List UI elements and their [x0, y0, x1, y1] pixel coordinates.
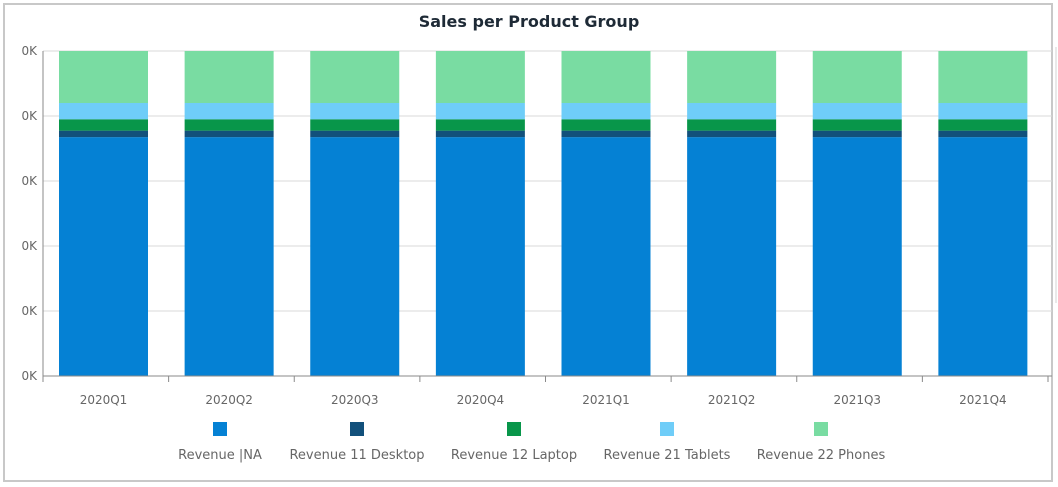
- x-tick-label: 2020Q2: [205, 393, 253, 407]
- legend-swatch[interactable]: [213, 422, 227, 436]
- bar-segment[interactable]: [435, 130, 525, 138]
- bar-segment[interactable]: [561, 119, 651, 131]
- bar-segment[interactable]: [812, 130, 902, 138]
- bar-segment[interactable]: [561, 103, 651, 120]
- legend-label[interactable]: Revenue 22 Phones: [757, 448, 886, 463]
- bar-segment[interactable]: [435, 119, 525, 131]
- y-tick-label: 0K: [21, 44, 38, 58]
- y-tick-label: 0K: [21, 109, 38, 123]
- bar-segment[interactable]: [687, 137, 777, 376]
- bar-segment[interactable]: [184, 119, 274, 131]
- bar-segment[interactable]: [938, 51, 1028, 103]
- x-tick-label: 2021Q1: [582, 393, 630, 407]
- bar-segment[interactable]: [938, 137, 1028, 376]
- bar-segment[interactable]: [435, 103, 525, 120]
- legend-label[interactable]: Revenue 12 Laptop: [451, 448, 577, 463]
- y-tick-label: 0K: [21, 174, 38, 188]
- y-tick-label: 0K: [21, 304, 38, 318]
- x-tick-label: 2020Q1: [80, 393, 128, 407]
- bar-segment[interactable]: [938, 119, 1028, 131]
- bar-segment[interactable]: [310, 130, 400, 138]
- y-tick-label: 0K: [21, 239, 38, 253]
- legend-label[interactable]: Revenue |NA: [178, 448, 262, 463]
- bar-segment[interactable]: [59, 51, 148, 103]
- bar-segment[interactable]: [687, 51, 777, 103]
- bar-segment[interactable]: [561, 137, 651, 376]
- legend-swatch[interactable]: [507, 422, 521, 436]
- bar-segment[interactable]: [310, 137, 400, 376]
- bar-segment[interactable]: [812, 103, 902, 120]
- x-tick-label: 2020Q4: [457, 393, 505, 407]
- x-tick-label: 2021Q3: [833, 393, 881, 407]
- bar-segment[interactable]: [310, 103, 400, 120]
- bar-segment[interactable]: [938, 130, 1028, 138]
- bar-segment[interactable]: [184, 103, 274, 120]
- bar-segment[interactable]: [59, 103, 148, 120]
- bar-segment[interactable]: [812, 51, 902, 103]
- x-tick-label: 2021Q2: [708, 393, 756, 407]
- x-tick-label: 2020Q3: [331, 393, 379, 407]
- legend-swatch[interactable]: [814, 422, 828, 436]
- y-tick-label: 0K: [21, 369, 38, 383]
- bar-segment[interactable]: [59, 137, 148, 376]
- bar-segment[interactable]: [184, 51, 274, 103]
- bar-segment[interactable]: [812, 119, 902, 131]
- bar-segment[interactable]: [812, 137, 902, 376]
- legend-swatch[interactable]: [660, 422, 674, 436]
- bar-segment[interactable]: [938, 103, 1028, 120]
- bar-segment[interactable]: [59, 119, 148, 131]
- bar-segment[interactable]: [561, 130, 651, 138]
- bar-segment[interactable]: [687, 103, 777, 120]
- bar-segment[interactable]: [310, 119, 400, 131]
- bar-segment[interactable]: [435, 51, 525, 103]
- bar-segment[interactable]: [687, 119, 777, 131]
- bar-segment[interactable]: [184, 137, 274, 376]
- bar-segment[interactable]: [184, 130, 274, 138]
- bar-segment[interactable]: [59, 130, 148, 138]
- legend-label[interactable]: Revenue 11 Desktop: [289, 448, 424, 463]
- x-tick-label: 2021Q4: [959, 393, 1007, 407]
- bar-segment[interactable]: [561, 51, 651, 103]
- bar-segment[interactable]: [687, 130, 777, 138]
- bar-segment[interactable]: [310, 51, 400, 103]
- bar-segment[interactable]: [435, 137, 525, 376]
- legend-swatch[interactable]: [350, 422, 364, 436]
- scrollbar-track[interactable]: [1055, 47, 1057, 303]
- chart-title: Sales per Product Group: [418, 12, 640, 31]
- legend-label[interactable]: Revenue 21 Tablets: [604, 448, 731, 463]
